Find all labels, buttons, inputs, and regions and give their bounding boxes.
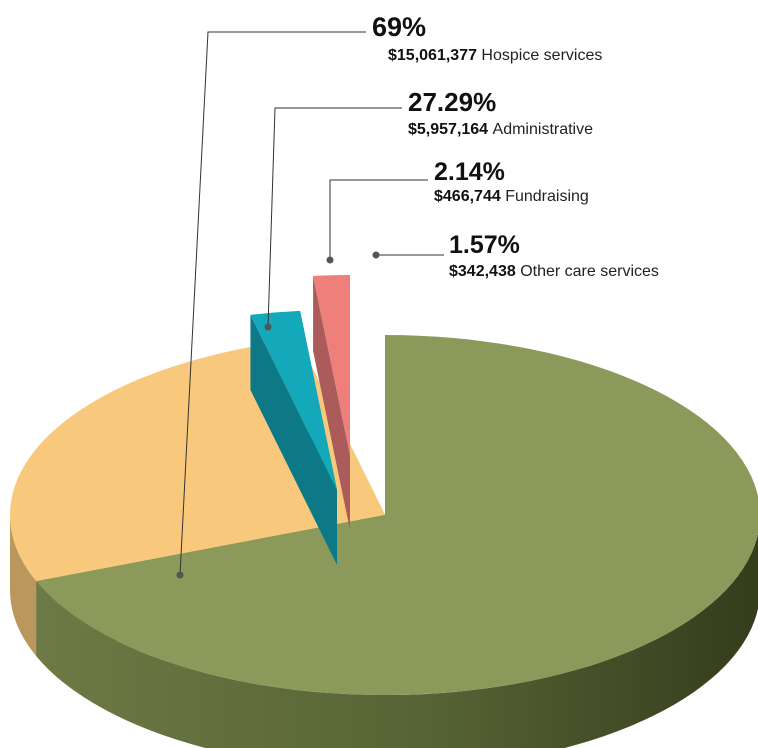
amount-label-hospice-services: $15,061,377 Hospice services bbox=[388, 47, 602, 64]
leader-dot-administrative bbox=[264, 323, 272, 331]
leader-dot-other-care-services bbox=[372, 251, 380, 259]
slice-top-face bbox=[36, 335, 758, 695]
callout-labels-group: 69% $15,061,377 Hospice services 27.29% $5,… bbox=[176, 12, 659, 579]
percent-label-hospice-services: 69% bbox=[372, 12, 426, 42]
slice-cut-face bbox=[313, 275, 350, 530]
slice-side-wall bbox=[36, 533, 758, 748]
leader-line-administrative bbox=[267, 107, 402, 328]
category-name: Fundraising bbox=[505, 188, 589, 205]
category-name: Administrative bbox=[493, 121, 594, 138]
leader-line-hospice-services bbox=[179, 31, 366, 576]
leader-dot-fundraising bbox=[326, 256, 334, 264]
amount-label-other-care-services: $342,438 Other care services bbox=[449, 263, 659, 280]
percent-label-other-care-services: 1.57% bbox=[449, 231, 520, 259]
slice-cut-face bbox=[250, 314, 337, 565]
amount-label-fundraising: $466,744 Fundraising bbox=[434, 188, 589, 205]
leader-dot-hospice-services bbox=[176, 571, 184, 579]
category-name: Hospice services bbox=[481, 47, 602, 64]
percent-label-administrative: 27.29% bbox=[408, 87, 496, 117]
pie-slice-hospice-services bbox=[36, 335, 758, 748]
amount-value: $15,061,377 bbox=[388, 47, 481, 64]
amount-value: $5,957,164 bbox=[408, 121, 493, 138]
pie-slice-fundraising bbox=[250, 310, 337, 565]
pie-slice-other-care-services bbox=[313, 275, 350, 530]
category-name: Other care services bbox=[520, 263, 659, 280]
amount-label-administrative: $5,957,164 Administrative bbox=[408, 121, 593, 138]
pie-slices-group bbox=[9, 275, 758, 748]
percent-label-fundraising: 2.14% bbox=[434, 158, 505, 186]
slice-side-wall bbox=[9, 515, 37, 657]
amount-value: $466,744 bbox=[434, 188, 505, 205]
slice-top-face bbox=[313, 275, 350, 455]
amount-value: $342,438 bbox=[449, 263, 520, 280]
leader-line-fundraising bbox=[329, 179, 428, 260]
slice-top-face bbox=[250, 310, 337, 490]
